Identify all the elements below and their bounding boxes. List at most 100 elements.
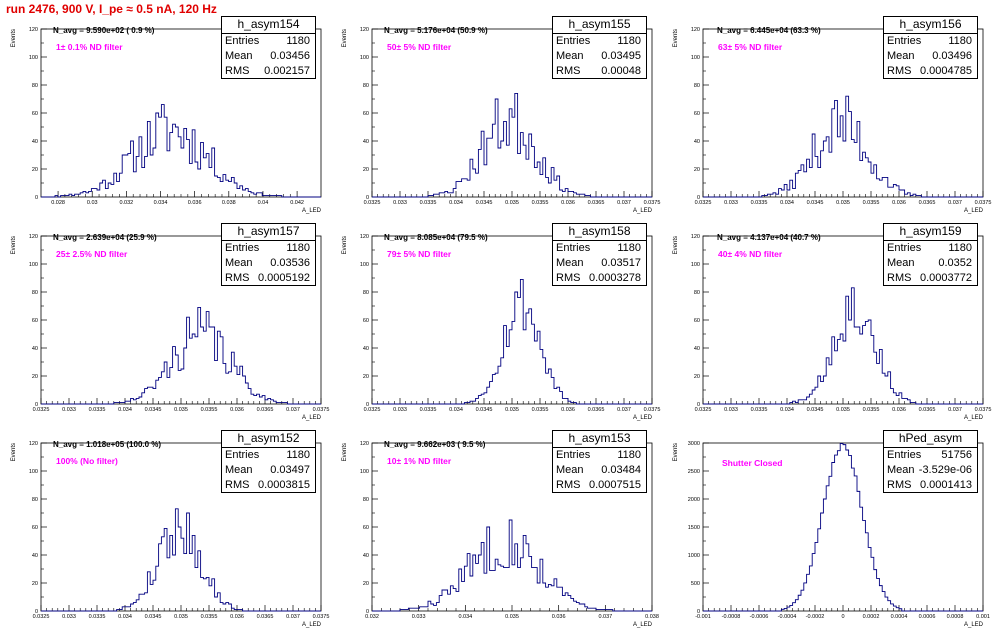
- stats-row-entries: Entries 1180: [884, 241, 977, 256]
- y-tick-label: 0: [366, 402, 369, 408]
- x-tick-label: 0.0325: [364, 407, 381, 413]
- y-tick-label: 0: [366, 609, 369, 615]
- stats-box: h_asym159 Entries 1180 Mean 0.0352 RMS 0.00037…: [883, 223, 978, 286]
- x-axis-label: A_LED: [964, 415, 984, 421]
- x-tick-label: 0.035: [174, 614, 188, 620]
- x-axis-label: A_LED: [633, 415, 653, 421]
- x-tick-label: 0.033: [724, 407, 738, 413]
- stats-box: h_asym152 Entries 1180 Mean 0.03497 RMS 0.0003…: [221, 430, 316, 493]
- y-tick-label: 80: [694, 83, 700, 89]
- mean-label: Mean: [887, 464, 915, 476]
- mean-label: Mean: [225, 257, 253, 269]
- entries-label: Entries: [887, 242, 922, 254]
- stats-row-rms: RMS 0.002157: [222, 64, 315, 79]
- histogram-panel: 0 20 40 60 80 100 120 0.0325 0.033 0.0335 0.034 0.0…: [0, 430, 330, 637]
- x-tick-label: -0.0002: [806, 614, 825, 620]
- y-axis-label: Events: [11, 29, 17, 47]
- filter-label: 79± 5% ND filter: [387, 249, 452, 259]
- x-axis-label: A_LED: [964, 208, 984, 214]
- x-tick-label: 0.0365: [919, 407, 936, 413]
- histogram-name: h_asym153: [553, 431, 646, 448]
- x-axis-label: A_LED: [964, 622, 984, 628]
- y-tick-label: 120: [691, 234, 700, 240]
- y-tick-label: 80: [363, 83, 369, 89]
- rms-value: 0.0005192: [258, 272, 310, 284]
- rms-label: RMS: [225, 65, 250, 77]
- histogram-outline: [41, 104, 321, 198]
- y-tick-label: 0: [35, 195, 38, 201]
- x-tick-label: 0.0004: [891, 614, 908, 620]
- mean-label: Mean: [225, 464, 253, 476]
- histogram-svg: 0 20 40 60 80 100 120 0.0325 0.033 0.0335 0.034 0.0…: [342, 234, 660, 421]
- x-tick-label: 0.036: [188, 200, 202, 206]
- x-axis-label: A_LED: [302, 415, 322, 421]
- y-tick-label: 60: [694, 318, 700, 324]
- mean-value: 0.03517: [601, 257, 641, 269]
- entries-value: 1180: [286, 242, 310, 254]
- rms-value: 0.0003278: [589, 272, 641, 284]
- x-tick-label: 0.034: [449, 407, 463, 413]
- histogram-name: h_asym157: [222, 224, 315, 241]
- stats-row-rms: RMS 0.00048: [553, 64, 646, 79]
- x-tick-label: 0.0325: [364, 200, 381, 206]
- x-tick-label: 0.038: [222, 200, 236, 206]
- x-tick-label: 0.038: [645, 614, 659, 620]
- filter-label: Shutter Closed: [722, 458, 783, 468]
- x-tick-label: 0.0345: [145, 614, 162, 620]
- y-tick-label: 60: [32, 111, 38, 117]
- y-tick-label: 120: [360, 441, 369, 447]
- stats-box: h_asym155 Entries 1180 Mean 0.03495 RMS 0.0004…: [552, 16, 647, 79]
- mean-value: -3.529e-06: [918, 464, 972, 476]
- y-tick-label: 100: [691, 55, 700, 61]
- y-tick-label: 100: [29, 469, 38, 475]
- x-tick-label: 0.0375: [313, 407, 330, 413]
- x-tick-label: 0.034: [780, 200, 794, 206]
- n-avg-label: N_avg = 9.590e+02 ( 0.9 %): [53, 26, 155, 35]
- x-tick-label: 0.0325: [33, 407, 50, 413]
- entries-label: Entries: [225, 242, 260, 254]
- y-tick-label: 60: [32, 525, 38, 531]
- histogram-panel: 0 20 40 60 80 100 120 0.0325 0.033 0.0335 0.034 0.0…: [662, 223, 992, 430]
- histogram-outline: [372, 519, 652, 612]
- histogram-outline: [703, 95, 983, 198]
- x-tick-label: 0.036: [552, 614, 566, 620]
- y-tick-label: 2500: [688, 469, 700, 475]
- rms-value: 0.0007515: [589, 479, 641, 491]
- stats-row-mean: Mean -3.529e-06: [884, 463, 977, 478]
- rms-label: RMS: [887, 272, 912, 284]
- n-avg-label: N_avg = 4.137e+04 (40.7 %): [717, 233, 821, 242]
- stats-row-entries: Entries 1180: [553, 34, 646, 49]
- y-tick-label: 0: [697, 609, 700, 615]
- rms-value: 0.0003815: [258, 479, 310, 491]
- stats-box: h_asym156 Entries 1180 Mean 0.03496 RMS 0.0004…: [883, 16, 978, 79]
- mean-label: Mean: [887, 50, 915, 62]
- y-tick-label: 80: [363, 290, 369, 296]
- y-tick-label: 40: [363, 346, 369, 352]
- y-tick-label: 100: [29, 262, 38, 268]
- y-tick-label: 40: [32, 346, 38, 352]
- y-tick-label: 20: [363, 167, 369, 173]
- x-tick-label: -0.0006: [750, 614, 769, 620]
- mean-label: Mean: [556, 257, 584, 269]
- x-tick-label: 0.0375: [975, 200, 992, 206]
- y-axis-label: Events: [673, 443, 679, 461]
- stats-row-mean: Mean 0.0352: [884, 256, 977, 271]
- x-tick-label: 0.033: [62, 407, 76, 413]
- y-tick-label: 60: [363, 111, 369, 117]
- filter-label: 10± 1% ND filter: [387, 456, 452, 466]
- y-tick-label: 40: [363, 139, 369, 145]
- y-tick-label: 120: [29, 441, 38, 447]
- stats-row-entries: Entries 1180: [553, 448, 646, 463]
- y-axis-label: Events: [673, 236, 679, 254]
- mean-label: Mean: [887, 257, 915, 269]
- entries-value: 1180: [286, 35, 310, 47]
- x-tick-label: 0.0335: [420, 200, 437, 206]
- stats-row-rms: RMS 0.0001413: [884, 478, 977, 493]
- x-tick-label: 0.034: [780, 407, 794, 413]
- entries-value: 1180: [617, 242, 641, 254]
- x-tick-label: 0.03: [87, 200, 98, 206]
- y-tick-label: 1500: [688, 525, 700, 531]
- x-tick-label: 0.035: [505, 200, 519, 206]
- x-tick-label: 0.0375: [975, 407, 992, 413]
- x-tick-label: 0.033: [393, 407, 407, 413]
